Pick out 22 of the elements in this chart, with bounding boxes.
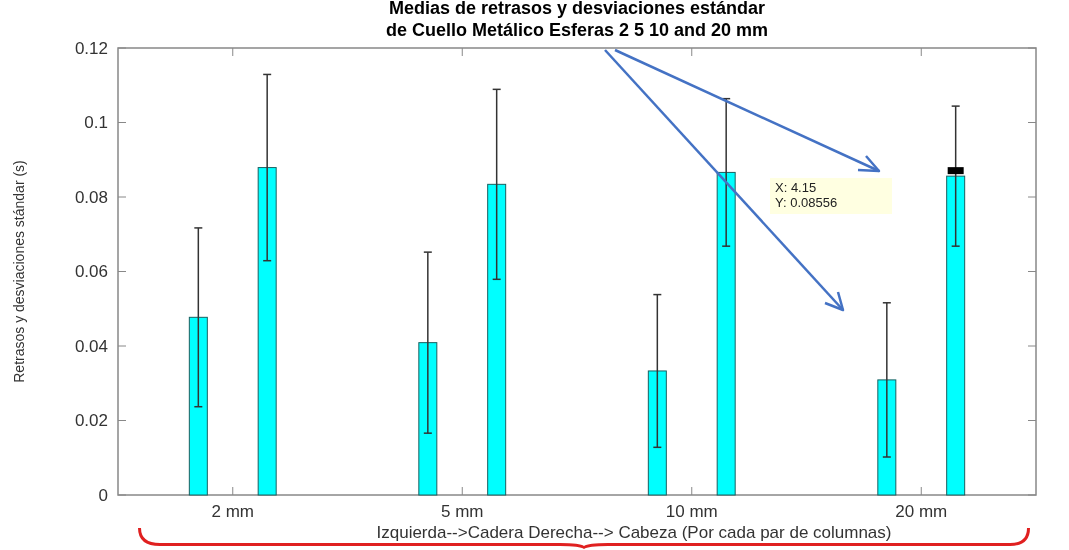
- x-axis-title: Izquierda-->Cadera Derecha--> Cabeza (Por cada par de columnas): [376, 523, 892, 542]
- y-tick-label: 0.12: [74, 38, 108, 58]
- y-tick-label: 0.08: [74, 187, 108, 207]
- y-tick-label: 0.04: [74, 336, 108, 356]
- x-tick-label: 2 mm: [211, 502, 254, 521]
- x-tick-label: 5 mm: [441, 502, 484, 521]
- bar: [647, 370, 667, 496]
- bar: [418, 342, 438, 496]
- chart-title: Medias de retrasos y desviaciones estándar de Cuello Metálico Esferas 2 5 10 and 20 mm: [385, 0, 769, 40]
- bar: [716, 171, 736, 496]
- bar: [188, 316, 208, 496]
- annotation: X: 4.15 Y: 0.08556: [775, 180, 838, 210]
- x-tick-label: 10 mm: [665, 502, 718, 521]
- bar: [487, 183, 507, 496]
- y-tick-label: 0.06: [74, 262, 108, 282]
- bar: [257, 167, 277, 496]
- y-tick-label: 0.1: [84, 113, 108, 133]
- y-tick-label: 0: [98, 485, 108, 505]
- x-tick-label: 20 mm: [895, 502, 948, 521]
- bar: [877, 379, 897, 496]
- y-axis-title: Retrasos y desviaciones stándar (s): [11, 160, 27, 383]
- y-tick-label: 0.02: [74, 411, 108, 431]
